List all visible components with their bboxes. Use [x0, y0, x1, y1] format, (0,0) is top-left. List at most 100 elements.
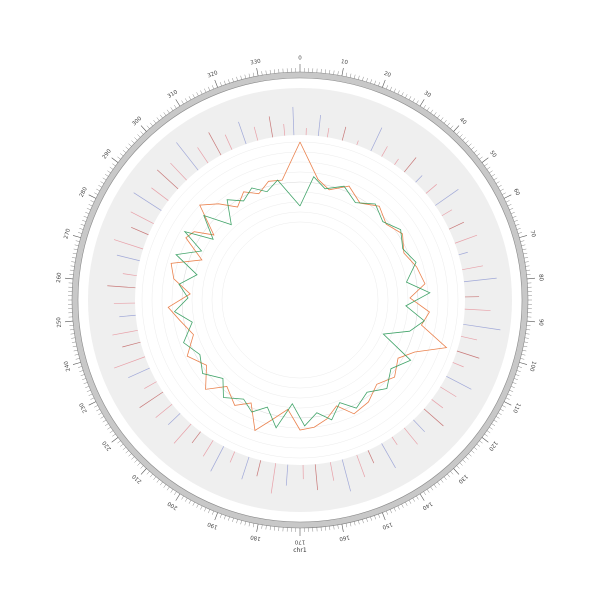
minor-tick — [337, 524, 339, 529]
minor-tick — [523, 345, 528, 348]
histogram-bar — [241, 456, 250, 480]
histogram-bar — [391, 436, 398, 445]
minor-tick — [232, 78, 234, 82]
histogram-bar — [394, 158, 399, 165]
minor-tick — [507, 204, 512, 207]
minor-tick — [146, 125, 150, 129]
minor-tick — [96, 188, 100, 192]
histogram-bar — [431, 399, 444, 409]
histogram-bar — [415, 175, 423, 183]
gridline-ring — [151, 151, 449, 449]
histogram-bar — [435, 189, 459, 206]
minor-tick — [70, 333, 75, 335]
minor-tick — [128, 143, 132, 147]
minor-tick — [240, 75, 242, 80]
minor-tick — [224, 515, 226, 520]
minor-tick — [329, 69, 331, 74]
minor-tick — [125, 146, 129, 150]
histogram-bar — [403, 427, 418, 445]
gridline-ring — [201, 201, 399, 399]
minor-tick — [393, 88, 396, 93]
minor-tick — [70, 265, 75, 267]
minor-tick — [236, 519, 238, 524]
minor-tick — [196, 504, 199, 508]
histogram-bar — [314, 464, 318, 491]
tick-label: 220 — [101, 439, 112, 451]
minor-tick — [393, 507, 396, 512]
minor-tick — [450, 471, 454, 475]
minor-tick — [495, 181, 500, 184]
minor-tick — [220, 82, 222, 86]
minor-tick — [476, 153, 480, 157]
minor-tick — [462, 459, 466, 463]
histogram-bar — [197, 147, 209, 164]
histogram-bar — [329, 462, 335, 481]
minor-tick — [521, 244, 526, 246]
minor-tick — [85, 212, 90, 214]
minor-tick — [79, 228, 84, 230]
histogram-bar — [253, 126, 259, 141]
histogram-bar — [326, 127, 330, 138]
minor-tick — [378, 82, 380, 86]
minor-tick — [498, 185, 502, 188]
histogram-bar — [176, 142, 199, 171]
minor-tick — [153, 476, 157, 480]
histogram-bar — [113, 239, 144, 250]
minor-tick — [405, 502, 408, 506]
minor-tick — [83, 216, 88, 218]
minor-tick — [244, 74, 246, 79]
minor-tick — [102, 177, 107, 181]
minor-tick — [486, 430, 491, 434]
minor-tick — [443, 476, 447, 480]
minor-tick — [72, 252, 77, 255]
tick-label: 110 — [511, 402, 521, 415]
tick-label: 260 — [56, 272, 63, 284]
minor-tick — [72, 345, 77, 348]
minor-tick — [510, 212, 515, 214]
minor-tick — [75, 358, 80, 360]
histogram-bar — [356, 140, 359, 146]
minor-tick — [484, 433, 488, 437]
histogram-bar — [463, 277, 497, 283]
minor-tick — [378, 514, 380, 518]
minor-tick — [491, 174, 496, 177]
minor-tick — [416, 100, 419, 105]
histogram-bar — [448, 221, 465, 230]
minor-tick — [73, 248, 78, 251]
minor-tick — [120, 153, 124, 157]
minor-tick — [505, 200, 510, 203]
histogram-background-ring — [88, 88, 512, 512]
tick-label: 60 — [512, 188, 521, 197]
minor-tick — [526, 329, 531, 331]
minor-tick — [140, 131, 144, 135]
minor-tick — [502, 192, 506, 195]
minor-tick — [416, 495, 419, 500]
minor-tick — [74, 244, 79, 246]
histogram-bar — [458, 251, 468, 256]
minor-tick — [337, 71, 339, 76]
minor-tick — [459, 134, 463, 138]
minor-tick — [397, 505, 400, 510]
minor-tick — [397, 90, 400, 95]
minor-tick — [185, 498, 188, 502]
minor-tick — [150, 122, 153, 127]
minor-tick — [112, 163, 116, 167]
minor-tick — [78, 232, 82, 234]
minor-tick — [131, 456, 135, 460]
major-tick — [341, 524, 344, 533]
minor-tick — [107, 170, 111, 174]
minor-tick — [370, 79, 372, 84]
minor-tick — [232, 518, 234, 522]
histogram-bar — [130, 211, 154, 225]
minor-tick — [88, 393, 93, 396]
gridline-ring — [141, 141, 459, 459]
major-tick — [519, 235, 528, 238]
minor-tick — [502, 405, 506, 408]
minor-tick — [349, 73, 352, 78]
tick-label: 160 — [338, 533, 350, 541]
minor-tick — [510, 386, 515, 388]
histogram-bar — [112, 329, 138, 336]
minor-tick — [515, 374, 520, 376]
histogram-bar — [452, 362, 464, 368]
